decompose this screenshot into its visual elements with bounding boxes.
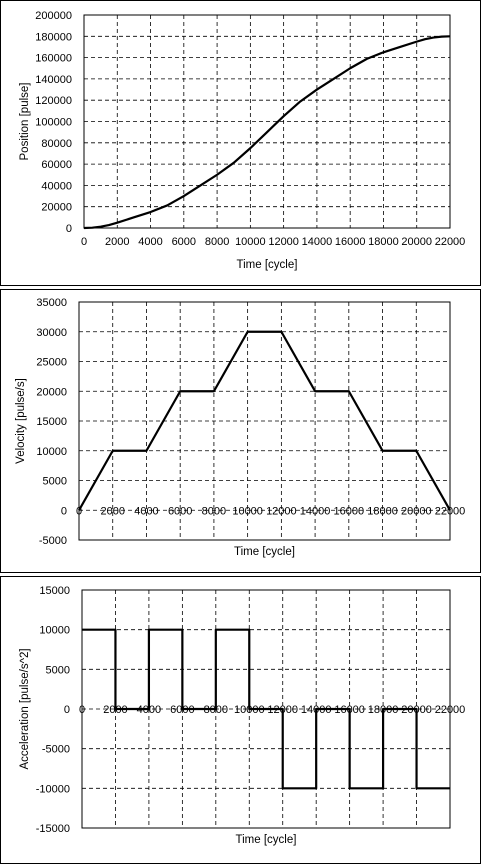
chart1-x-tick-label: 16000 xyxy=(334,505,365,517)
chart1-x-tick-label: 6000 xyxy=(168,505,192,517)
chart1-y-tick-label: 20000 xyxy=(36,386,67,398)
chart0-x-tick-label: 12000 xyxy=(268,236,299,248)
chart1-y-tick-label: 5000 xyxy=(43,476,67,488)
chart0-y-tick-label: 100000 xyxy=(35,117,72,129)
chart0-y-axis-title: Position [pulse] xyxy=(19,83,31,161)
chart1-x-axis-title: Time [cycle] xyxy=(234,546,295,558)
chart1-x-tick-label: 10000 xyxy=(232,505,263,517)
chart0-x-tick-label: 20000 xyxy=(401,236,432,248)
chart1-y-tick-label: 35000 xyxy=(36,297,67,309)
chart0-x-tick-label: 10000 xyxy=(235,236,266,248)
panel-acceleration xyxy=(0,576,481,864)
chart1-x-tick-label: 4000 xyxy=(134,505,158,517)
chart2-x-tick-label: 22000 xyxy=(435,704,466,716)
chart2-y-tick-label: -5000 xyxy=(42,744,70,756)
chart0-x-tick-label: 18000 xyxy=(368,236,399,248)
chart1-y-axis-title: Velocity [pulse/s] xyxy=(15,378,27,464)
chart0-x-tick-label: 4000 xyxy=(138,236,162,248)
chart2-y-tick-label: 15000 xyxy=(39,585,70,597)
chart0-y-tick-label: 200000 xyxy=(35,10,72,22)
chart0-y-tick-label: 20000 xyxy=(41,202,72,214)
chart1-y-tick-label: 0 xyxy=(61,505,67,517)
chart0-y-tick-label: 140000 xyxy=(35,74,72,86)
chart1-x-tick-label: 12000 xyxy=(266,505,297,517)
chart1-x-tick-label: 8000 xyxy=(202,505,226,517)
chart2-series-line xyxy=(82,628,450,790)
chart1-x-tick-label: 20000 xyxy=(401,505,432,517)
chart0-plot-area xyxy=(83,14,451,229)
chart2-y-tick-label: -15000 xyxy=(36,823,70,835)
position-chart: 0200004000060000800001000001200001400001… xyxy=(19,10,465,271)
chart0-x-tick-label: 8000 xyxy=(205,236,229,248)
velocity-chart: -500005000100001500020000250003000035000… xyxy=(15,297,465,558)
chart0-x-tick-label: 0 xyxy=(81,236,87,248)
chart1-series-line xyxy=(78,330,451,511)
chart1-plot-area xyxy=(78,301,451,541)
chart0-x-tick-label: 16000 xyxy=(335,236,366,248)
chart0-x-axis-title: Time [cycle] xyxy=(237,259,298,271)
chart0-y-tick-label: 160000 xyxy=(35,53,72,65)
chart2-y-tick-label: -10000 xyxy=(36,783,70,795)
chart1-x-tick-label: 0 xyxy=(76,505,82,517)
chart0-y-tick-label: 60000 xyxy=(41,159,72,171)
chart0-y-tick-label: 180000 xyxy=(35,31,72,43)
chart0-series-line xyxy=(83,35,451,230)
chart1-y-tick-label: 30000 xyxy=(36,327,67,339)
chart1-y-tick-label: -5000 xyxy=(39,535,67,547)
chart2-plot-area xyxy=(81,589,451,829)
chart0-y-tick-label: 0 xyxy=(66,223,72,235)
chart0-x-tick-label: 6000 xyxy=(172,236,196,248)
chart1-y-tick-label: 25000 xyxy=(36,357,67,369)
chart0-x-tick-label: 14000 xyxy=(302,236,333,248)
chart0-y-tick-label: 80000 xyxy=(41,138,72,150)
chart1-x-tick-label: 18000 xyxy=(367,505,398,517)
chart0-x-tick-label: 2000 xyxy=(105,236,129,248)
chart0-y-tick-label: 120000 xyxy=(35,95,72,107)
chart2-y-tick-label: 0 xyxy=(64,704,70,716)
chart2-y-tick-label: 5000 xyxy=(46,664,70,676)
chart2-x-axis-title: Time [cycle] xyxy=(236,834,297,846)
chart2-y-tick-label: 10000 xyxy=(39,625,70,637)
panel-velocity xyxy=(0,289,481,573)
chart2-x-tick-label: 0 xyxy=(79,704,85,716)
chart1-y-tick-label: 10000 xyxy=(36,446,67,458)
chart1-y-tick-label: 15000 xyxy=(36,416,67,428)
chart1-x-tick-label: 22000 xyxy=(435,505,466,517)
chart0-y-tick-label: 40000 xyxy=(41,180,72,192)
chart0-x-tick-label: 22000 xyxy=(435,236,466,248)
chart1-x-tick-label: 14000 xyxy=(300,505,331,517)
chart2-y-axis-title: Acceleration [pulse/s^2] xyxy=(19,648,31,769)
chart1-x-tick-label: 2000 xyxy=(100,505,124,517)
